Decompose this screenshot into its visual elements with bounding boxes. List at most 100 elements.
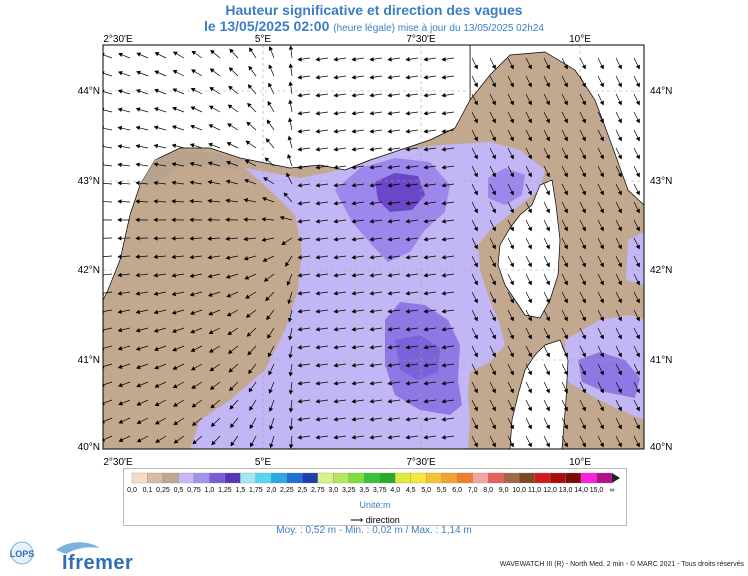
- direction-arrow: [103, 91, 113, 95]
- direction-arrow-head: [287, 135, 293, 141]
- direction-arrow-head: [423, 417, 428, 422]
- legend-level-label: 3,75: [372, 487, 387, 494]
- direction-arrow-head: [117, 291, 122, 296]
- map-subtitle: le 13/05/2025 02:00 (heure légale) mise …: [0, 18, 748, 34]
- lon-label-bottom: 7°30'E: [406, 457, 436, 468]
- direction-arrow-head: [266, 315, 271, 321]
- direction-arrow-head: [172, 347, 177, 352]
- direction-arrow-head: [599, 154, 604, 160]
- direction-arrow-head: [154, 70, 160, 75]
- direction-arrow-head: [563, 334, 568, 340]
- direction-arrow-head: [581, 172, 586, 178]
- legend-level-label: 1,5: [235, 487, 246, 494]
- direction-arrow-head: [441, 291, 446, 296]
- direction-arrow-head: [527, 244, 532, 250]
- direction-arrow-head: [617, 172, 622, 178]
- legend-level-label: 9,0: [498, 487, 509, 494]
- direction-arrow-head: [227, 349, 233, 354]
- direction-arrow-head: [154, 383, 160, 388]
- direction-arrow-head: [491, 370, 496, 376]
- direction-arrow-head: [599, 262, 604, 268]
- direction-arrow-head: [563, 244, 568, 250]
- legend-swatch: [441, 472, 458, 484]
- direction-arrow-head: [405, 147, 410, 152]
- direction-arrow-head: [581, 298, 586, 304]
- direction-arrow-head: [136, 52, 142, 57]
- direction-arrow-head: [351, 129, 356, 134]
- direction-arrow-head: [405, 75, 410, 80]
- direction-arrow-head: [172, 88, 178, 93]
- direction-arrow-head: [405, 219, 410, 224]
- direction-arrow: [103, 345, 113, 349]
- direction-arrow-head: [333, 291, 338, 296]
- direction-arrow-head: [563, 82, 568, 88]
- direction-arrow-head: [491, 280, 496, 286]
- legend-swatch: [503, 472, 520, 484]
- direction-arrow-head: [441, 309, 446, 314]
- direction-arrow-head: [315, 201, 320, 206]
- direction-arrow-head: [491, 316, 496, 322]
- direction-arrow-head: [315, 399, 320, 404]
- direction-arrow-head: [635, 226, 640, 232]
- direction-arrow-head: [351, 165, 356, 170]
- direction-arrow-head: [491, 118, 496, 124]
- direction-arrow-head: [189, 217, 194, 223]
- legend-swatch: [410, 472, 427, 484]
- direction-arrow-head: [545, 208, 550, 214]
- ifremer-logo-wave: [56, 542, 100, 554]
- direction-arrow-head: [581, 424, 586, 430]
- direction-arrow-head: [545, 190, 550, 196]
- legend-level-label: 12,0: [543, 487, 557, 494]
- direction-arrow-head: [617, 244, 622, 250]
- direction-arrow-head: [473, 226, 478, 232]
- direction-arrow-head: [250, 442, 255, 448]
- direction-arrow-head: [266, 119, 272, 125]
- direction-arrow: [103, 164, 113, 167]
- direction-arrow-head: [189, 161, 195, 167]
- direction-arrow-head: [297, 147, 302, 152]
- direction-arrow-head: [635, 118, 640, 124]
- direction-arrow-head: [387, 417, 392, 422]
- direction-arrow-head: [509, 226, 514, 232]
- direction-arrow-head: [172, 328, 177, 334]
- direction-arrow-head: [333, 255, 338, 260]
- direction-arrow-head: [545, 280, 550, 286]
- direction-arrow-head: [369, 147, 374, 152]
- direction-arrow-head: [369, 219, 374, 224]
- legend-level-label: 2,25: [280, 487, 294, 494]
- direction-arrow-head: [154, 401, 160, 406]
- direction-arrow-head: [297, 111, 302, 116]
- legend-level-label: 6,0: [452, 487, 463, 494]
- direction-arrow-head: [265, 296, 270, 302]
- direction-arrow-head: [288, 408, 294, 413]
- direction-arrow-head: [333, 417, 338, 422]
- direction-arrow-head: [369, 309, 374, 314]
- legend-swatch: [364, 472, 380, 484]
- direction-arrow-head: [545, 154, 550, 160]
- direction-arrow-head: [369, 417, 374, 422]
- direction-arrow-head: [527, 352, 532, 358]
- direction-arrow-head: [210, 422, 216, 427]
- direction-arrow-head: [527, 298, 532, 304]
- direction-arrow-head: [283, 192, 289, 198]
- direction-arrow-head: [297, 291, 302, 296]
- direction-arrow-head: [315, 93, 320, 98]
- direction-arrow-head: [173, 439, 179, 444]
- direction-arrow-head: [118, 437, 124, 442]
- direction-arrow-head: [297, 399, 302, 404]
- direction-arrow-head: [135, 89, 141, 94]
- direction-arrow-head: [405, 417, 410, 422]
- direction-arrow-head: [247, 350, 252, 356]
- direction-arrow-head: [225, 236, 230, 241]
- legend-swatch: [255, 472, 272, 484]
- direction-arrow-head: [527, 64, 532, 70]
- direction-arrow-head: [243, 236, 248, 242]
- direction-arrow-head: [315, 345, 320, 350]
- direction-arrow-head: [441, 435, 446, 440]
- direction-arrow: [103, 273, 113, 276]
- direction-arrow-head: [635, 298, 640, 304]
- direction-arrow-head: [405, 435, 410, 440]
- direction-arrow-head: [563, 316, 568, 322]
- direction-arrow-head: [509, 424, 514, 430]
- direction-arrow-head: [287, 299, 292, 305]
